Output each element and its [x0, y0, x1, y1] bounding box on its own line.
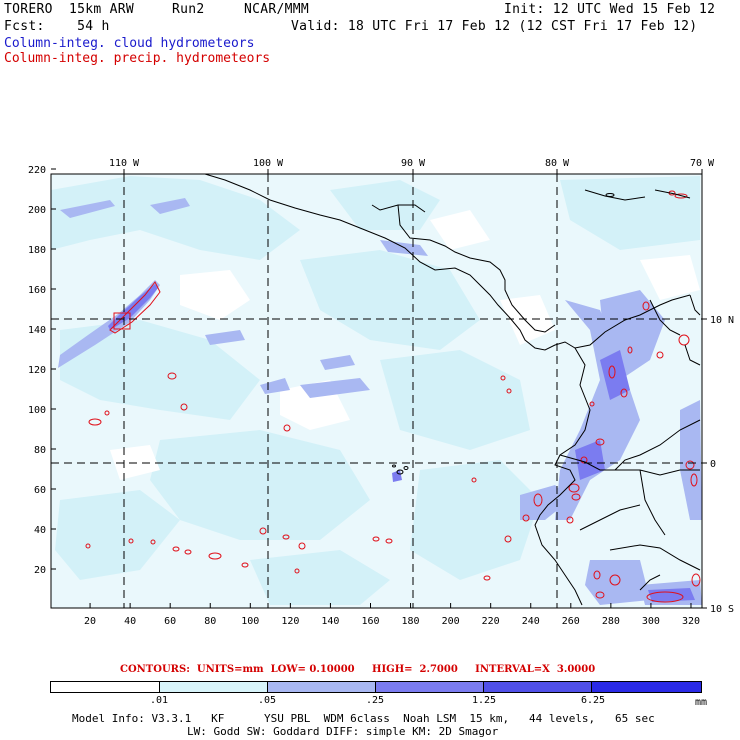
y-tick-label: 100 — [28, 405, 46, 416]
run-label: Run2 — [172, 2, 205, 17]
lon-label: 100 W — [253, 158, 284, 169]
x-tick-label: 60 — [164, 616, 176, 627]
map-frame — [50, 173, 703, 609]
lat-label: 0 — [710, 459, 716, 470]
contours-info: CONTOURS: UNITS=mm LOW= 0.10000 HIGH= 2.… — [120, 664, 596, 675]
colorbar-tick-label: .25 — [366, 695, 385, 706]
tick-labels: 20 40 60 80 100 120 140 160 180 200 220 240 260 280 30… — [28, 158, 734, 627]
y-tick-label: 120 — [28, 365, 46, 376]
x-tick-label: 20 — [84, 616, 96, 627]
colorbar-tick-label: .01 — [150, 695, 169, 706]
x-tick-label: 200 — [442, 616, 460, 627]
lon-label: 70 W — [690, 158, 715, 169]
map-plot-area — [51, 174, 702, 608]
x-tick-label: 260 — [562, 616, 580, 627]
model-title: TORERO 15km ARW — [4, 2, 135, 17]
lat-label: 10 N — [710, 315, 734, 326]
colorbar-segment — [160, 682, 268, 692]
colorbar — [50, 681, 702, 693]
forecast-hour: Fcst: 54 h — [4, 19, 110, 34]
x-tick-label: 240 — [522, 616, 540, 627]
x-tick-label: 220 — [482, 616, 500, 627]
y-tick-label: 160 — [28, 285, 46, 296]
y-tick-label: 20 — [34, 565, 46, 576]
lon-label: 80 W — [545, 158, 570, 169]
y-tick-label: 40 — [34, 525, 46, 536]
x-tick-label: 320 — [682, 616, 700, 627]
precip-contours — [85, 190, 701, 603]
colorbar-unit: mm — [695, 697, 708, 708]
lat-lon-grid — [51, 174, 702, 608]
colorbar-tick-label: .05 — [258, 695, 277, 706]
colorbar-segment — [484, 682, 592, 692]
x-tick-label: 160 — [361, 616, 379, 627]
colorbar-segment — [51, 682, 160, 692]
x-tick-label: 280 — [602, 616, 620, 627]
lon-label: 110 W — [109, 158, 140, 169]
colorbar-segment — [376, 682, 484, 692]
y-tick-label: 220 — [28, 165, 46, 176]
x-tick-label: 40 — [124, 616, 136, 627]
model-info-line1: Model Info: V3.3.1 KF YSU PBL WDM 6class… — [72, 712, 655, 725]
colorbar-segment — [268, 682, 376, 692]
colorbar-segment — [592, 682, 701, 692]
model-info-line2: LW: Godd SW: Goddard DIFF: simple KM: 2D… — [187, 725, 499, 738]
coastlines — [204, 174, 701, 606]
cloud-legend: Column-integ. cloud hydrometeors — [4, 36, 255, 51]
x-tick-label: 180 — [402, 616, 420, 627]
init-time: Init: 12 UTC Wed 15 Feb 12 — [504, 2, 716, 17]
x-tick-label: 120 — [281, 616, 299, 627]
y-tick-label: 80 — [34, 445, 46, 456]
y-tick-label: 180 — [28, 245, 46, 256]
valid-time: Valid: 18 UTC Fri 17 Feb 12 (12 CST Fri … — [291, 19, 698, 34]
lat-label: 10 S — [710, 604, 734, 615]
colorbar-tick-label: 1.25 — [472, 695, 497, 706]
lon-label: 90 W — [401, 158, 426, 169]
tick-marks — [51, 168, 707, 609]
x-tick-label: 300 — [642, 616, 660, 627]
y-tick-label: 60 — [34, 485, 46, 496]
precip-legend: Column-integ. precip. hydrometeors — [4, 51, 271, 66]
x-tick-label: 140 — [321, 616, 339, 627]
y-tick-label: 200 — [28, 205, 46, 216]
x-tick-label: 100 — [241, 616, 259, 627]
org-label: NCAR/MMM — [244, 2, 310, 17]
colorbar-tick-label: 6.25 — [581, 695, 606, 706]
x-tick-label: 80 — [204, 616, 216, 627]
y-tick-label: 140 — [28, 325, 46, 336]
